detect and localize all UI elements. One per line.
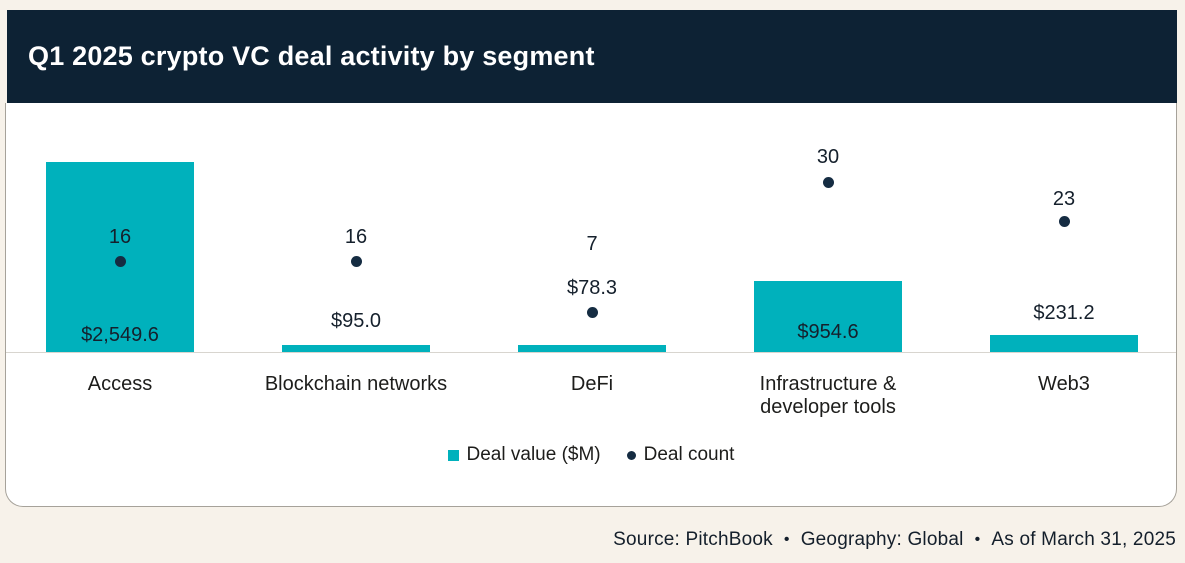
deal-count-dot: [1058, 216, 1070, 228]
x-axis-line: [6, 352, 1176, 353]
deal-value-label: $2,549.6: [81, 324, 159, 346]
deal-count-dot: [586, 306, 598, 318]
footer-as-of: As of March 31, 2025: [991, 529, 1176, 550]
legend-item-deal-value: Deal value ($M): [447, 444, 601, 466]
page-title: Q1 2025 crypto VC deal activity by segme…: [28, 41, 595, 71]
footer-geography: Geography: Global: [800, 529, 964, 550]
deal-value-label: $78.3: [566, 277, 618, 299]
legend-item-deal-count: Deal count: [626, 444, 735, 466]
deal-value-label: $954.6: [797, 321, 859, 343]
category-label: Infrastructure & developer tools: [759, 373, 897, 418]
deal-count-dot-icon: [626, 450, 636, 460]
bullet-separator-icon: •: [974, 531, 981, 548]
footer-source: Source: PitchBook: [613, 529, 773, 550]
category-label: Access: [87, 373, 153, 395]
deal-value-bar: [282, 344, 430, 352]
legend-label-deal-value: Deal value ($M): [466, 444, 601, 465]
deal-value-bar: [754, 280, 902, 352]
deal-value-label: $95.0: [330, 310, 382, 332]
deal-count-label: 23: [1052, 188, 1076, 210]
chart-card: 16 $2,549.6 Access 16 $95.0 Blockchain networ…: [5, 103, 1177, 507]
legend-label-deal-count: Deal count: [643, 444, 735, 465]
chart-title-bar: Q1 2025 crypto VC deal activity by segme…: [7, 10, 1177, 103]
bullet-separator-icon: •: [783, 531, 790, 548]
category-label: Web3: [1038, 373, 1090, 395]
deal-value-swatch-icon: [447, 449, 459, 461]
category-label: DeFi: [570, 373, 614, 395]
deal-count-dot: [114, 255, 126, 267]
chart-area: 16 $2,549.6 Access 16 $95.0 Blockchain networ…: [6, 103, 1176, 506]
source-footer: Source: PitchBook • Geography: Global • …: [613, 529, 1176, 551]
deal-count-dot: [822, 176, 834, 188]
deal-value-bar: [518, 344, 666, 352]
deal-count-label: 16: [344, 226, 368, 248]
deal-value-bar: [990, 334, 1138, 352]
deal-count-label: 16: [108, 226, 132, 248]
deal-value-label: $231.2: [1033, 302, 1095, 324]
deal-count-dot: [350, 255, 362, 267]
category-label: Blockchain networks: [264, 373, 448, 395]
deal-count-label: 7: [586, 233, 598, 255]
deal-count-label: 30: [816, 146, 840, 168]
legend: Deal value ($M) Deal count: [6, 443, 1176, 467]
